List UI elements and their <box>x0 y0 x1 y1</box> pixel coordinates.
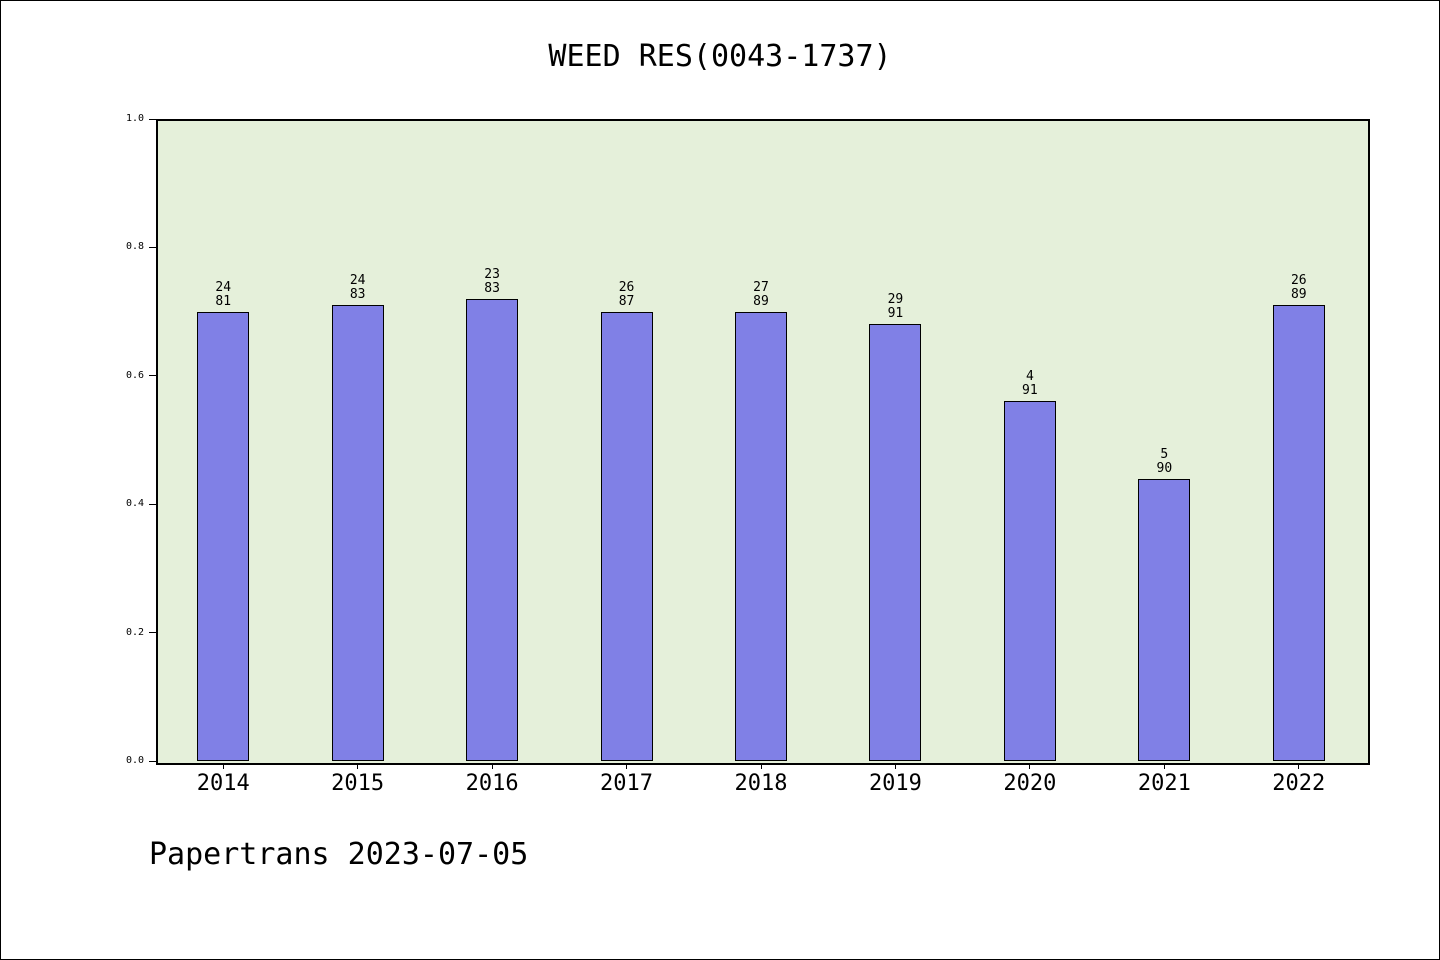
y-tick-mark <box>149 760 156 762</box>
y-tick-label: 0.2 <box>125 626 144 638</box>
bar-label-line: 83 <box>484 280 500 296</box>
x-tick-mark <box>1029 763 1031 769</box>
y-tick-mark <box>149 246 156 248</box>
bar-label: 24 83 <box>318 274 398 302</box>
bar-label-line: 89 <box>1290 287 1307 303</box>
bar <box>1003 401 1056 761</box>
bar <box>466 298 519 761</box>
bar-label: 4 91 <box>990 370 1070 398</box>
bar <box>600 311 653 761</box>
bar-label: 26 89 <box>1259 274 1339 302</box>
bar-label: 24 81 <box>183 279 263 309</box>
x-tick-label: 2018 <box>734 771 788 796</box>
bar-label-line: 26 <box>618 279 635 295</box>
y-tick-label: 0.8 <box>125 241 144 253</box>
bar-label-line: 87 <box>618 293 635 309</box>
y-tick-label: 0.4 <box>125 498 144 510</box>
y-tick-mark <box>149 632 156 634</box>
x-tick-label: 2016 <box>465 771 519 796</box>
x-tick-mark <box>1298 763 1300 769</box>
x-tick-label: 2021 <box>1137 771 1191 796</box>
x-tick-label: 2015 <box>331 771 385 796</box>
y-tick-label: 1.0 <box>125 113 144 124</box>
bar-label-line: 90 <box>1156 460 1173 476</box>
y-tick-label: 0.6 <box>125 369 144 381</box>
bar-label: 5 90 <box>1124 446 1204 476</box>
x-tick-label: 2022 <box>1272 771 1326 796</box>
x-tick-label: 2014 <box>196 771 250 796</box>
x-tick-mark <box>894 763 896 769</box>
bar-label: 23 83 <box>452 266 532 296</box>
bar-label-line: 24 <box>215 279 232 295</box>
bar-label: 26 87 <box>587 279 667 309</box>
footer-text: Papertrans 2023-07-05 <box>149 837 529 872</box>
bar-label-line: 89 <box>753 293 769 309</box>
bar <box>735 311 787 761</box>
y-tick-label: 0.0 <box>125 755 144 766</box>
x-tick-label: 2017 <box>600 771 654 796</box>
bar-label-line: 27 <box>753 279 769 295</box>
bar-label-line: 81 <box>215 293 232 309</box>
y-tick-mark <box>149 118 156 120</box>
y-tick-mark <box>149 503 156 505</box>
chart-title: WEED RES(0043-1737) <box>548 39 892 74</box>
bar <box>197 311 250 761</box>
bar-label-line: 24 <box>349 273 366 289</box>
bar-label-line: 91 <box>1022 383 1038 399</box>
x-tick-mark <box>626 763 628 769</box>
x-tick-mark <box>357 763 359 769</box>
x-tick-mark <box>222 763 224 769</box>
bar-label-line: 91 <box>887 306 904 322</box>
x-tick-label: 2019 <box>868 771 922 796</box>
bar-label: 27 89 <box>721 279 801 309</box>
bar-label-line: 23 <box>484 266 500 282</box>
bar <box>1138 478 1191 761</box>
bar <box>331 305 384 761</box>
x-tick-mark <box>491 763 493 769</box>
x-tick-label: 2020 <box>1003 771 1057 796</box>
x-tick-mark <box>760 763 762 769</box>
bar <box>869 324 922 761</box>
bar-label-line: 29 <box>887 292 904 308</box>
y-tick-mark <box>149 375 156 377</box>
x-tick-mark <box>1163 763 1165 769</box>
bar-label-line: 83 <box>349 287 366 303</box>
bar-label-line: 26 <box>1290 273 1307 289</box>
bar <box>1272 305 1325 761</box>
bar-label: 29 91 <box>855 293 935 321</box>
bar-label-line: 4 <box>1025 369 1034 385</box>
bar-label-line: 5 <box>1160 446 1169 462</box>
